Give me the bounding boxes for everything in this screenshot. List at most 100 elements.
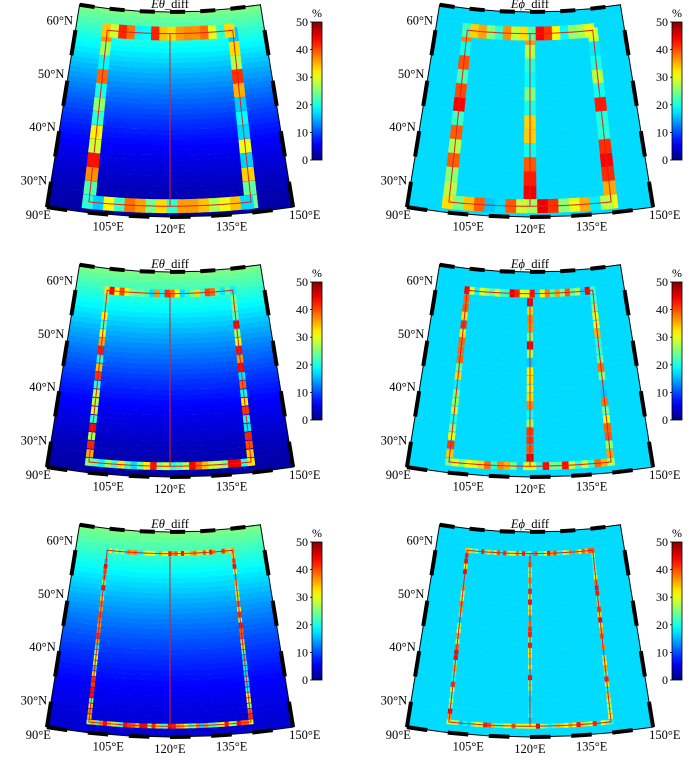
heatmap-band [56,640,284,655]
heatmap-band [418,105,642,120]
lat-label: 30°N [381,173,408,187]
heatmap-band [53,140,287,156]
colorbar-tick-label: 30 [296,590,308,604]
heatmap-band [74,529,266,543]
frame-segment [252,728,273,735]
heatmap-band [409,420,651,436]
region-box [88,289,252,467]
heatmap-6 [406,524,654,737]
panel-title: Eϕ_diff [510,257,550,271]
heatmap-band [64,74,276,89]
frame-segment [404,441,413,468]
lat-label: 40°N [389,640,416,654]
heatmap-band [415,125,645,141]
lon-label: 150°E [649,468,681,482]
frame-segment [499,269,515,274]
colorbar-tick-label: 20 [656,98,668,112]
heatmap-band [416,640,644,655]
lon-label: 90°E [386,728,411,742]
heatmap-band [413,400,647,416]
heatmap-band [55,125,285,141]
heatmap-band [61,609,279,625]
frame-segment [69,29,78,56]
lon-label: 120°E [514,482,546,496]
heatmap-band [414,650,646,666]
heatmap-4 [406,264,654,477]
heatmap-band [68,569,272,584]
heatmap-band [51,670,289,686]
frame-segment [270,340,279,367]
region-box [448,29,612,207]
heatmap-band [74,274,266,288]
heatmap-band [58,105,282,120]
heatmap-band [59,620,281,635]
heatmap-band [47,175,293,192]
colorbar-tick-label: 50 [656,15,668,29]
frame-segment [406,465,428,473]
heatmap-band [75,264,265,278]
lat-label: 60°N [46,14,73,28]
lat-label: 60°N [46,534,73,548]
heatmap-band [406,706,654,722]
heatmap-band [431,29,629,43]
heatmap-band [423,599,637,614]
heatmap-band [58,625,282,640]
lon-label: 135°E [576,220,608,234]
heatmap-1 [46,4,294,217]
heatmap-band [74,534,266,548]
heatmap-band [46,446,294,462]
lat-label: 60°N [406,14,433,28]
heatmap-band [428,309,632,324]
heatmap-band [408,165,652,182]
frame-segment [278,650,287,677]
frame-segment [447,470,469,477]
colorbar-tick-label: 40 [656,563,668,577]
lon-label: 105°E [453,220,485,234]
frame-segment [128,473,150,479]
heatmap-band [46,700,294,717]
colorbar-tick-label: 40 [296,43,308,57]
colorbar-tick-label: 20 [656,358,668,372]
frame-segment [46,465,68,473]
frame-segment [109,526,125,533]
heatmap-band [69,304,271,319]
heatmap-band [51,410,289,426]
heatmap-band [58,370,282,385]
colorbar-tick-label: 0 [302,153,308,167]
heatmap-band [65,64,275,79]
frame-segment [429,289,438,316]
heatmap-band [429,39,631,53]
lat-label: 60°N [46,274,73,288]
frame-segment [211,472,232,478]
lat-label: 30°N [21,173,48,187]
heatmap-band [62,604,278,620]
colorbar-tick-label: 50 [296,275,308,289]
heatmap-band [47,435,293,452]
heatmap-band [49,160,291,176]
heatmap-band [59,100,281,115]
heatmap-band [435,524,625,538]
heatmap-band [417,375,643,390]
heatmap-band [434,9,626,23]
heatmap-band [58,110,282,125]
lat-label: 50°N [398,587,425,601]
panel-6: Eϕ_diff 30°N 40°N 50°N 60°N 90°E 105°E 120°E 135… [381,517,683,756]
colorbar-tick-label: 50 [656,535,668,549]
frame-segment [647,701,656,728]
frame-segment [622,549,631,576]
heatmap-band [430,554,630,568]
lat-label: 30°N [21,693,48,707]
frame-segment [488,733,510,739]
frame-segment [46,725,68,733]
region-box [448,289,612,467]
frame-segment [287,701,296,728]
lat-label: 40°N [29,380,56,394]
frame-segment [87,470,109,477]
lon-label: 120°E [154,482,186,496]
panel-3: Eθ_diff 30°N 40°N 50°N 60°N 90°E 105°E 120°E 135… [21,257,323,496]
frame-segment [612,208,633,215]
frame-segment [109,266,125,273]
heatmap-band [410,155,650,171]
heatmap-band [426,319,634,334]
panel-2: Eϕ_diff 30°N 40°N 50°N 60°N 90°E 105°E 120°E 135… [381,0,683,236]
